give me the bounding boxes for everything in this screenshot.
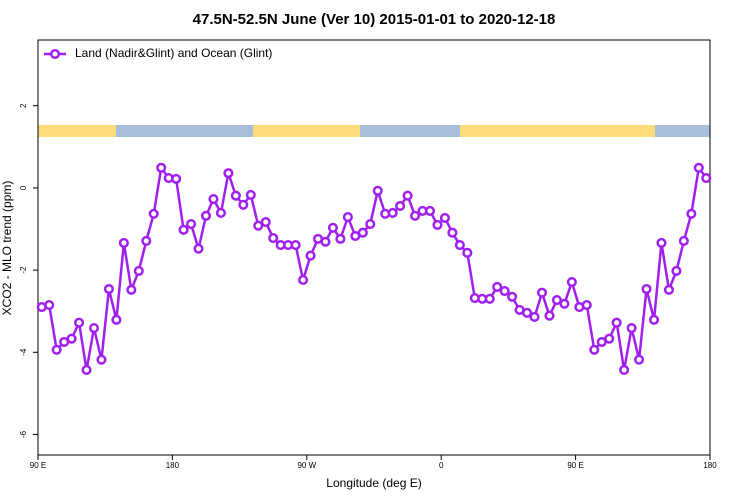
data-point (230, 190, 241, 201)
data-point (118, 237, 129, 249)
data-point (66, 333, 77, 344)
data-point (126, 284, 137, 295)
data-point (536, 287, 548, 298)
y-tick-label: 0 (19, 185, 28, 190)
data-point (678, 235, 689, 246)
data-point (581, 299, 592, 311)
x-axis-label: Longitude (deg E) (326, 476, 421, 490)
data-point (492, 281, 503, 292)
x-tick-label: 90 E (30, 461, 46, 470)
data-point (111, 314, 122, 325)
data-point (529, 311, 540, 322)
data-point (327, 222, 338, 233)
y-tick-label: 2 (19, 103, 28, 108)
data-point (320, 236, 331, 247)
y-axis-label: XCO2 - MLO trend (ppm) (0, 181, 14, 316)
data-point (589, 344, 600, 355)
data-point (178, 224, 189, 235)
data-point (208, 193, 219, 205)
data-point (522, 307, 533, 318)
data-point (395, 200, 406, 212)
data-point (648, 314, 660, 325)
data-point (342, 212, 353, 223)
y-tick-label: -4 (19, 348, 28, 356)
data-point (454, 239, 465, 251)
data-point (439, 212, 450, 223)
data-point (193, 243, 204, 254)
y-tick-label: -6 (19, 430, 28, 438)
data-point (701, 173, 712, 184)
data-point (298, 274, 309, 286)
legend-label: Land (Nadir&Glint) and Ocean (Glint) (75, 46, 272, 60)
data-point (305, 250, 316, 261)
data-point (671, 265, 682, 276)
data-point (641, 283, 652, 295)
ocean-band (360, 125, 460, 137)
data-point (215, 207, 226, 219)
plot-frame (37, 39, 711, 456)
data-point (238, 199, 249, 210)
data-point (51, 344, 62, 355)
data-point (387, 207, 398, 219)
data-point (253, 220, 264, 231)
data-point (410, 210, 421, 221)
data-point (544, 310, 555, 321)
data-point (611, 317, 622, 328)
data-point (335, 233, 346, 244)
data-point (96, 354, 107, 365)
x-tick-label: 90 E (567, 461, 583, 470)
x-tick-label: 90 W (297, 461, 316, 470)
data-point (141, 235, 152, 246)
data-point (634, 354, 645, 365)
data-point (484, 293, 495, 304)
data-point (365, 219, 376, 230)
data-point (148, 208, 159, 219)
data-point (223, 168, 234, 179)
data-point (462, 247, 473, 258)
data-point (686, 208, 697, 219)
data-point (186, 219, 197, 230)
data-point (402, 190, 413, 201)
land-ocean-strip (38, 125, 710, 137)
data-point (290, 239, 301, 251)
data-point (268, 232, 279, 244)
data-point (656, 237, 667, 249)
legend-marker (49, 48, 61, 60)
data-point (88, 322, 100, 334)
data-point (103, 283, 114, 295)
ocean-band (655, 125, 710, 137)
data-point (74, 317, 85, 328)
data-point (566, 276, 577, 288)
data-point (559, 298, 570, 309)
data-point (626, 322, 637, 334)
data-point (372, 185, 383, 196)
x-tick-label: 0 (439, 461, 444, 470)
data-point (171, 173, 182, 184)
data-point (432, 219, 443, 230)
x-tick-label: 180 (166, 461, 180, 470)
data-point (663, 284, 674, 295)
data-point (260, 216, 271, 228)
data-point (424, 205, 436, 216)
data-point (507, 291, 518, 302)
data-point (551, 295, 562, 306)
data-point (44, 299, 55, 311)
data-point (245, 189, 256, 200)
data-point (357, 227, 368, 238)
chart-title: 47.5N-52.5N June (Ver 10) 2015-01-01 to … (193, 11, 556, 28)
data-point (133, 265, 144, 276)
data-point (156, 162, 167, 173)
y-tick-label: -2 (19, 266, 28, 274)
data-point (604, 333, 615, 344)
data-point (200, 210, 212, 221)
data-point (619, 364, 630, 375)
ocean-band (116, 125, 253, 137)
data-point (499, 286, 510, 297)
data-point (447, 227, 458, 238)
data-point (81, 364, 92, 375)
x-tick-label: 180 (703, 461, 717, 470)
data-point (693, 162, 704, 173)
